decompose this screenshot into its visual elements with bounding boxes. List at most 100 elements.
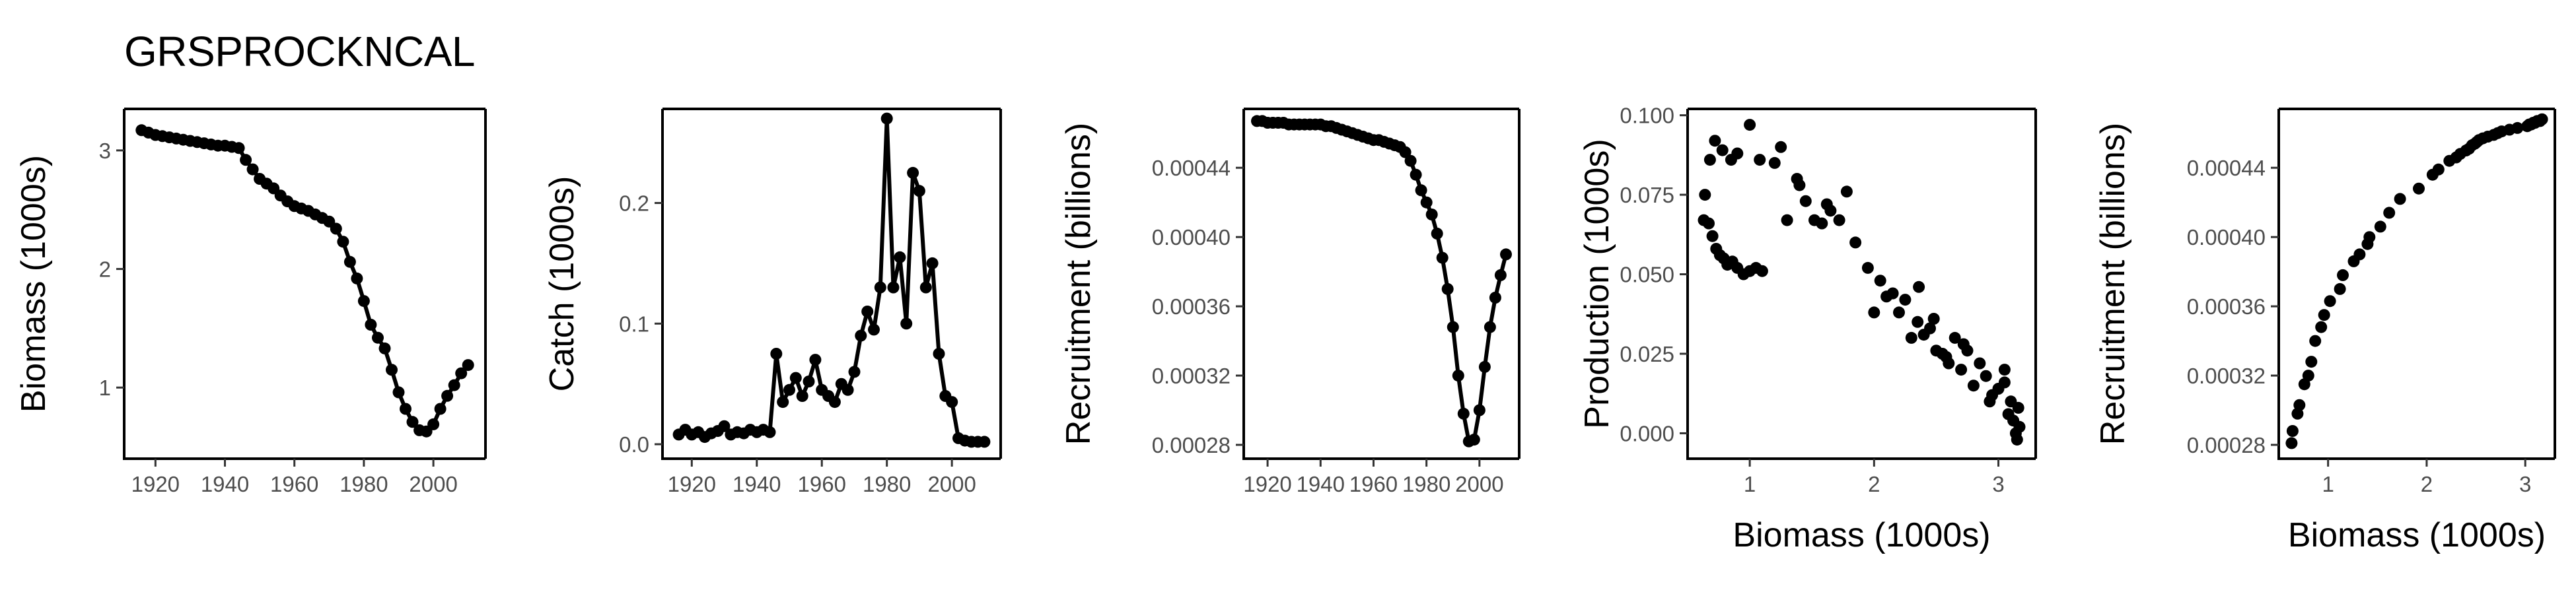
data-point bbox=[1905, 331, 1917, 344]
data-point bbox=[1756, 265, 1768, 277]
x-tick-label: 1 bbox=[2322, 472, 2334, 496]
x-tick-label: 1980 bbox=[1402, 472, 1450, 496]
data-point bbox=[1768, 156, 1781, 169]
data-point bbox=[770, 348, 783, 360]
data-point bbox=[1744, 119, 1756, 131]
x-tick-label: 1980 bbox=[863, 472, 911, 496]
data-point bbox=[1457, 407, 1470, 420]
data-point bbox=[1494, 269, 1507, 281]
data-point bbox=[2318, 309, 2330, 321]
data-point bbox=[2285, 437, 2298, 449]
x-tick-label: 1940 bbox=[201, 472, 249, 496]
data-point bbox=[841, 383, 854, 396]
y-tick-label: 0.00040 bbox=[2187, 225, 2266, 249]
x-tick-label: 3 bbox=[1992, 472, 2004, 496]
data-point bbox=[1957, 338, 1970, 350]
data-point bbox=[1912, 315, 1924, 328]
data-point bbox=[1447, 321, 1459, 333]
data-point bbox=[343, 255, 356, 268]
data-point bbox=[2305, 356, 2318, 368]
data-point bbox=[2353, 248, 2366, 261]
data-point bbox=[1420, 196, 1433, 209]
data-point bbox=[1781, 214, 1793, 226]
data-point bbox=[887, 281, 900, 294]
data-point bbox=[764, 426, 776, 438]
data-point bbox=[1452, 370, 1464, 382]
data-point bbox=[1924, 322, 1936, 335]
x-tick-label: 2 bbox=[1868, 472, 1880, 496]
data-point bbox=[2511, 121, 2524, 134]
data-point bbox=[1441, 282, 1454, 295]
data-point bbox=[1868, 306, 1880, 319]
data-point bbox=[1874, 275, 1886, 287]
data-point bbox=[1431, 227, 1443, 240]
data-point bbox=[462, 359, 474, 372]
x-tick-label: 1940 bbox=[733, 472, 781, 496]
y-axis-title: Production (1000s) bbox=[1578, 139, 1616, 428]
data-point bbox=[1799, 195, 1812, 207]
data-point bbox=[372, 331, 384, 344]
data-point bbox=[718, 420, 731, 432]
data-point bbox=[337, 236, 349, 248]
series-line bbox=[1257, 119, 1508, 444]
data-point bbox=[378, 342, 391, 354]
y-tick-label: 0.00028 bbox=[1152, 433, 1231, 457]
data-point bbox=[1893, 306, 1905, 319]
data-point bbox=[1399, 146, 1412, 158]
data-point bbox=[880, 112, 893, 125]
data-point bbox=[1899, 294, 1912, 306]
y-tick-label: 2 bbox=[99, 257, 111, 282]
x-axis-title: Biomass (1000s) bbox=[1733, 516, 1990, 554]
data-point bbox=[386, 364, 398, 376]
series-line bbox=[141, 128, 470, 434]
data-point bbox=[1849, 236, 1862, 249]
x-tick-label: 1940 bbox=[1297, 472, 1345, 496]
x-tick-label: 2 bbox=[2421, 472, 2433, 496]
data-point bbox=[855, 329, 867, 342]
data-point bbox=[919, 281, 932, 294]
data-point bbox=[2302, 370, 2314, 382]
x-axis-title: Biomass (1000s) bbox=[2288, 516, 2546, 554]
y-tick-label: 0.2 bbox=[619, 191, 649, 216]
y-tick-label: 0.100 bbox=[1620, 104, 1674, 128]
data-point bbox=[1478, 360, 1491, 373]
data-point bbox=[1436, 251, 1449, 264]
data-point bbox=[1468, 434, 1480, 446]
data-point bbox=[330, 222, 342, 235]
data-point bbox=[240, 154, 252, 166]
y-tick-label: 0.00032 bbox=[2187, 364, 2266, 388]
data-point bbox=[2011, 434, 2023, 446]
data-point bbox=[1484, 321, 1496, 333]
data-point bbox=[1703, 217, 1715, 230]
data-point bbox=[1913, 280, 1925, 293]
y-tick-label: 0.0 bbox=[619, 432, 649, 457]
data-point bbox=[2383, 207, 2396, 219]
data-point bbox=[907, 166, 919, 179]
data-point bbox=[2309, 335, 2322, 347]
data-point bbox=[1699, 189, 1711, 201]
y-tick-label: 0.075 bbox=[1620, 183, 1674, 207]
x-tick-label: 2000 bbox=[1455, 472, 1503, 496]
data-point bbox=[1984, 395, 1996, 408]
data-point bbox=[1473, 404, 1485, 416]
data-point bbox=[874, 281, 886, 294]
data-point bbox=[2315, 321, 2328, 333]
data-point bbox=[926, 257, 939, 269]
data-point bbox=[434, 403, 447, 415]
data-point bbox=[1709, 135, 1721, 147]
data-point bbox=[246, 163, 259, 176]
data-point bbox=[351, 272, 363, 284]
panel-catch-timeseries: 1920 1940 1960 1980 2000 0.0 0.1 0.2 Catch (1000… bbox=[543, 108, 1002, 496]
data-point bbox=[900, 317, 913, 330]
x-tick-label: 1920 bbox=[131, 472, 180, 496]
data-point bbox=[1489, 292, 1501, 304]
data-point bbox=[406, 416, 419, 428]
y-axis-title: Recruitment (billions) bbox=[1059, 123, 1098, 445]
data-point bbox=[2013, 420, 2026, 433]
data-point bbox=[933, 348, 945, 360]
x-tick-label: 1 bbox=[1744, 472, 1756, 496]
data-point bbox=[796, 390, 808, 402]
x-tick-label: 1960 bbox=[798, 472, 846, 496]
data-point bbox=[2363, 231, 2376, 244]
